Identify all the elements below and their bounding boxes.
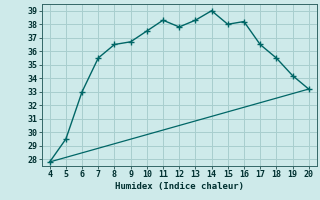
X-axis label: Humidex (Indice chaleur): Humidex (Indice chaleur) <box>115 182 244 191</box>
